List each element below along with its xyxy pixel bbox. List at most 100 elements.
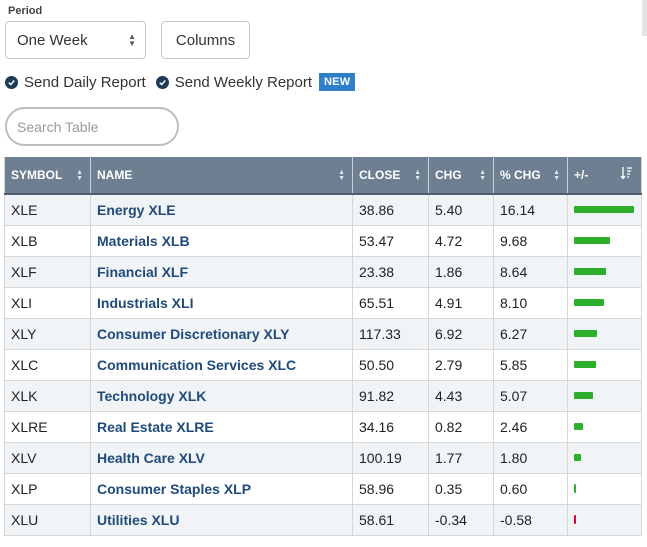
- table-row[interactable]: XLY Consumer Discretionary XLY 117.33 6.92 6…: [4, 318, 642, 350]
- sector-table: SYMBOL ▲ ▼ NAME ▲ ▼ CLOSE ▲ ▼ CHG ▲ ▼ % CHG ▲ ▼ +/…: [4, 157, 642, 536]
- name-cell[interactable]: Industrials XLI: [90, 287, 353, 319]
- table-row[interactable]: XLP Consumer Staples XLP 58.96 0.35 0.60: [4, 473, 642, 505]
- name-cell[interactable]: Technology XLK: [90, 380, 353, 412]
- table-row[interactable]: XLV Health Care XLV 100.19 1.77 1.80: [4, 442, 642, 474]
- column-header-plus-minus[interactable]: +/-: [567, 157, 642, 195]
- change-bar-cell: [567, 256, 642, 288]
- close-cell: 58.61: [352, 504, 429, 536]
- scrollbar[interactable]: [642, 0, 647, 36]
- chg-cell: 6.92: [428, 318, 494, 350]
- pct-chg-cell: 8.10: [493, 287, 568, 319]
- close-cell: 50.50: [352, 349, 429, 381]
- chg-cell: 5.40: [428, 194, 494, 226]
- change-bar-cell: [567, 194, 642, 226]
- change-bar: [574, 361, 596, 368]
- name-cell[interactable]: Real Estate XLRE: [90, 411, 353, 443]
- chg-cell: 2.79: [428, 349, 494, 381]
- symbol-cell: XLY: [4, 318, 91, 350]
- chg-cell: 4.91: [428, 287, 494, 319]
- name-cell[interactable]: Communication Services XLC: [90, 349, 353, 381]
- change-bar-cell: [567, 411, 642, 443]
- pct-chg-cell: 5.07: [493, 380, 568, 412]
- table-row[interactable]: XLRE Real Estate XLRE 34.16 0.82 2.46: [4, 411, 642, 443]
- symbol-cell: XLV: [4, 442, 91, 474]
- column-header-symbol[interactable]: SYMBOL ▲ ▼: [4, 157, 91, 195]
- pct-chg-cell: 16.14: [493, 194, 568, 226]
- sort-icon: ▲ ▼: [76, 169, 83, 182]
- period-selected-value: One Week: [17, 31, 88, 49]
- pct-chg-cell: 8.64: [493, 256, 568, 288]
- period-select[interactable]: One Week ▲ ▼: [5, 21, 146, 59]
- close-cell: 38.86: [352, 194, 429, 226]
- sort-icon: ▲ ▼: [553, 169, 560, 182]
- column-header-name[interactable]: NAME ▲ ▼: [90, 157, 353, 195]
- change-bar-cell: [567, 380, 642, 412]
- chg-cell: 0.35: [428, 473, 494, 505]
- table-row[interactable]: XLK Technology XLK 91.82 4.43 5.07: [4, 380, 642, 412]
- columns-button[interactable]: Columns: [161, 21, 250, 59]
- chg-cell: -0.34: [428, 504, 494, 536]
- pct-chg-cell: -0.58: [493, 504, 568, 536]
- close-cell: 65.51: [352, 287, 429, 319]
- pct-chg-cell: 2.46: [493, 411, 568, 443]
- name-cell[interactable]: Consumer Staples XLP: [90, 473, 353, 505]
- sort-icon: ▲ ▼: [338, 169, 345, 182]
- close-cell: 53.47: [352, 225, 429, 257]
- send-weekly-report-checkbox[interactable]: Send Weekly Report: [155, 74, 312, 91]
- sort-descending-icon: [620, 166, 633, 183]
- table-row[interactable]: XLF Financial XLF 23.38 1.86 8.64: [4, 256, 642, 288]
- new-badge: NEW: [319, 73, 356, 91]
- symbol-cell: XLU: [4, 504, 91, 536]
- close-cell: 34.16: [352, 411, 429, 443]
- change-bar: [574, 454, 581, 461]
- symbol-cell: XLE: [4, 194, 91, 226]
- change-bar-cell: [567, 504, 642, 536]
- name-cell[interactable]: Utilities XLU: [90, 504, 353, 536]
- send-daily-report-label: Send Daily Report: [24, 73, 146, 91]
- symbol-cell: XLB: [4, 225, 91, 257]
- chg-cell: 1.86: [428, 256, 494, 288]
- send-daily-report-checkbox[interactable]: Send Daily Report: [5, 74, 146, 91]
- column-header-pct-chg[interactable]: % CHG ▲ ▼: [493, 157, 568, 195]
- name-cell[interactable]: Consumer Discretionary XLY: [90, 318, 353, 350]
- change-bar: [574, 392, 593, 399]
- column-header-chg[interactable]: CHG ▲ ▼: [428, 157, 494, 195]
- pct-chg-cell: 0.60: [493, 473, 568, 505]
- table-row[interactable]: XLB Materials XLB 53.47 4.72 9.68: [4, 225, 642, 257]
- pct-chg-cell: 5.85: [493, 349, 568, 381]
- table-row[interactable]: XLE Energy XLE 38.86 5.40 16.14: [4, 194, 642, 226]
- change-bar-cell: [567, 318, 642, 350]
- search-input[interactable]: [5, 107, 179, 146]
- symbol-cell: XLRE: [4, 411, 91, 443]
- name-cell[interactable]: Health Care XLV: [90, 442, 353, 474]
- table-row[interactable]: XLU Utilities XLU 58.61 -0.34 -0.58: [4, 504, 642, 536]
- change-bar: [574, 237, 610, 244]
- change-bar: [574, 206, 634, 214]
- sort-icon: ▲ ▼: [414, 169, 421, 182]
- change-bar-cell: [567, 349, 642, 381]
- pct-chg-cell: 1.80: [493, 442, 568, 474]
- close-cell: 58.96: [352, 473, 429, 505]
- change-bar: [574, 330, 597, 337]
- table-row[interactable]: XLC Communication Services XLC 50.50 2.79 5.…: [4, 349, 642, 381]
- close-cell: 91.82: [352, 380, 429, 412]
- chg-cell: 4.43: [428, 380, 494, 412]
- check-circle-icon: [5, 75, 18, 89]
- name-cell[interactable]: Materials XLB: [90, 225, 353, 257]
- check-circle-icon: [155, 75, 169, 89]
- column-header-close[interactable]: CLOSE ▲ ▼: [352, 157, 429, 195]
- close-cell: 23.38: [352, 256, 429, 288]
- pct-chg-cell: 6.27: [493, 318, 568, 350]
- change-bar: [574, 423, 583, 430]
- change-bar: [574, 484, 576, 493]
- period-label: Period: [8, 5, 43, 17]
- table-header-row: SYMBOL ▲ ▼ NAME ▲ ▼ CLOSE ▲ ▼ CHG ▲ ▼ % CHG ▲ ▼ +/…: [4, 157, 642, 195]
- chg-cell: 4.72: [428, 225, 494, 257]
- up-down-caret-icon: ▲ ▼: [128, 32, 136, 48]
- change-bar: [574, 268, 606, 275]
- close-cell: 117.33: [352, 318, 429, 350]
- report-options: Send Daily Report Send Weekly Report NEW: [5, 73, 356, 91]
- table-row[interactable]: XLI Industrials XLI 65.51 4.91 8.10: [4, 287, 642, 319]
- name-cell[interactable]: Financial XLF: [90, 256, 353, 288]
- name-cell[interactable]: Energy XLE: [90, 194, 353, 226]
